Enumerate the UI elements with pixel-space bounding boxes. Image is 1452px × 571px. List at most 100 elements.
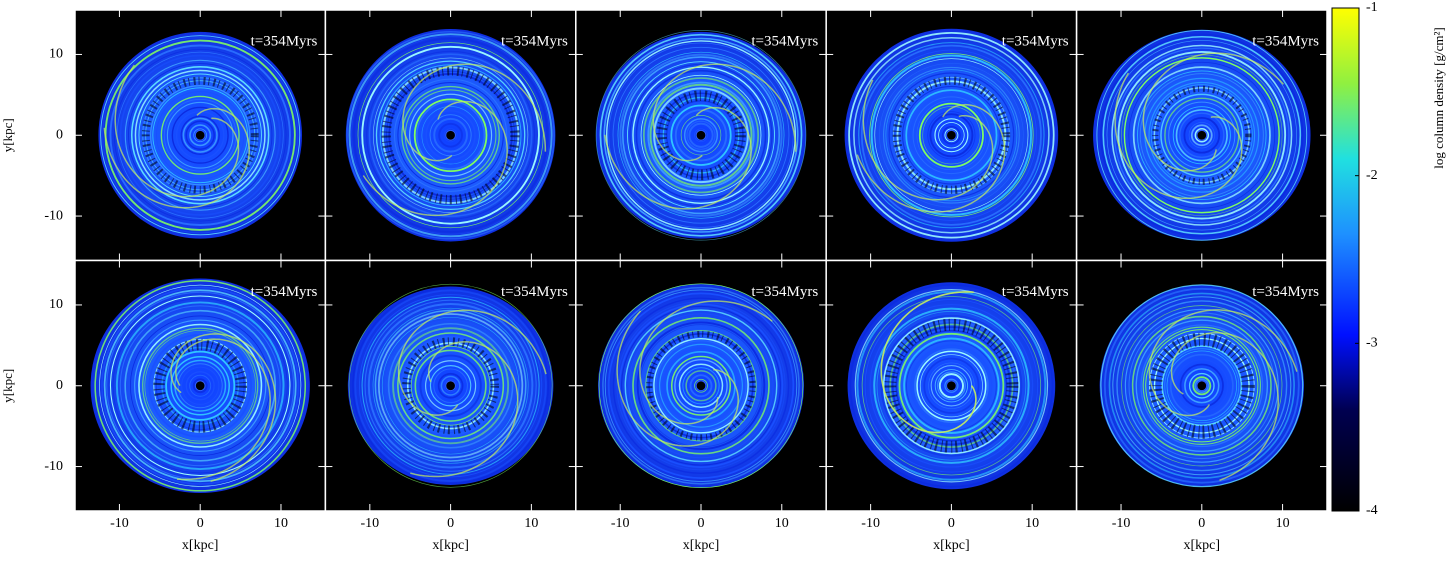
panel (575, 9, 827, 262)
galaxy-ring (928, 362, 975, 409)
turbulent-band (656, 90, 746, 181)
galaxy-ring (372, 57, 529, 213)
galaxy-ring (1137, 70, 1267, 200)
galaxy-ring (368, 53, 533, 218)
galaxy-ring (1128, 312, 1276, 460)
galaxy-ring (604, 289, 798, 482)
panel (1075, 259, 1328, 512)
galaxy-ring (595, 29, 807, 241)
galaxy-ring (1131, 315, 1272, 456)
x-tick-label: 10 (1276, 516, 1290, 531)
galaxy-ring (171, 106, 229, 164)
galaxy-ring (414, 349, 487, 422)
galaxy-ring (1100, 284, 1304, 488)
galaxy-ring (419, 354, 482, 417)
panel (825, 9, 1078, 262)
galaxy-core (445, 129, 456, 141)
galaxy-ring (1190, 124, 1213, 147)
galaxy-ring (636, 321, 766, 451)
galaxy-ring (443, 378, 458, 393)
galaxy-ring (903, 337, 1000, 434)
spiral-arm (604, 106, 752, 210)
panel (1075, 9, 1328, 262)
galaxy-ring (874, 58, 1029, 213)
y-axis-label: y[kpc] (0, 118, 15, 152)
galaxy-ring (185, 371, 215, 401)
galaxy-ring (387, 322, 514, 449)
galaxy-ring (1121, 305, 1283, 467)
x-tick-label: 10 (775, 516, 789, 531)
galaxy-ring (1106, 40, 1297, 231)
galaxy-ring (399, 334, 502, 438)
turbulent-band (153, 338, 248, 433)
galaxy-ring (150, 85, 251, 186)
galaxy-ring (158, 343, 243, 428)
galaxy-ring (864, 298, 1039, 473)
galaxy-ring (170, 355, 230, 416)
galaxy-ring (124, 309, 277, 462)
galaxy-ring (919, 354, 983, 418)
galaxy-ring (1117, 50, 1287, 220)
galaxy-ring (683, 118, 719, 153)
panel-label: t=354Myrs (1252, 284, 1319, 300)
y-tick-label: 10 (49, 47, 63, 62)
galaxy-ring (1113, 47, 1290, 224)
galaxy-ring (354, 289, 547, 483)
x-tick-label: -10 (611, 516, 630, 531)
galaxy-ring (1148, 81, 1256, 189)
galaxy-core (695, 380, 707, 392)
galaxy-ring (621, 305, 781, 466)
turbulent-band (141, 76, 259, 194)
galaxy-ring (618, 303, 784, 468)
galaxy-ring (103, 289, 297, 483)
galaxy-ring (124, 59, 276, 211)
galaxy-ring (136, 321, 265, 450)
panel (74, 9, 327, 262)
galaxy-ring (1123, 57, 1280, 214)
galaxy-ring (429, 365, 472, 407)
galaxy-ring (617, 51, 785, 219)
galaxy-ring (1140, 324, 1264, 448)
galaxy-ring (870, 54, 1033, 216)
galaxy-ring (1132, 66, 1271, 205)
galaxy-ring (166, 101, 234, 169)
spiral-arm (103, 107, 251, 209)
galaxy-ring (392, 327, 510, 445)
galaxy-ring (119, 305, 281, 467)
colorbar (1331, 7, 1360, 512)
galaxy-ring (854, 289, 1049, 483)
turbulent-band (892, 76, 1011, 195)
galaxy-ring (189, 124, 212, 147)
galaxy-ring (605, 40, 797, 231)
galaxy-ring (115, 301, 285, 471)
galaxy-ring (181, 366, 220, 405)
galaxy-ring (351, 35, 551, 235)
galaxy-ring (934, 369, 969, 403)
galaxy-ring (358, 294, 543, 478)
x-tick-label: -10 (861, 516, 880, 531)
galaxy-ring (624, 309, 778, 463)
galaxy-ring (674, 109, 728, 162)
galaxy-ring (393, 78, 508, 192)
panel (324, 9, 577, 262)
galaxy-ring (1184, 368, 1220, 404)
galaxy-ring (612, 297, 790, 475)
galaxy-core (194, 380, 206, 392)
galaxy-ring (119, 54, 281, 216)
galaxy-ring (410, 345, 491, 426)
galaxy-ring (127, 63, 273, 208)
galaxy-ring (635, 69, 767, 201)
galaxy-core (946, 129, 957, 141)
spiral-arm (175, 338, 271, 481)
galaxy-ring (134, 319, 267, 452)
galaxy-ring (885, 69, 1018, 202)
panel-label: t=354Myrs (751, 284, 818, 300)
galaxy-ring (602, 286, 800, 485)
galaxy-ring (655, 340, 747, 432)
turbulent-band (402, 337, 500, 435)
panel-label: t=354Myrs (501, 284, 568, 300)
turbulent-band (884, 318, 1019, 453)
spiral-arm (402, 63, 547, 162)
galaxy-ring (680, 115, 722, 156)
galaxy-ring (916, 350, 987, 421)
